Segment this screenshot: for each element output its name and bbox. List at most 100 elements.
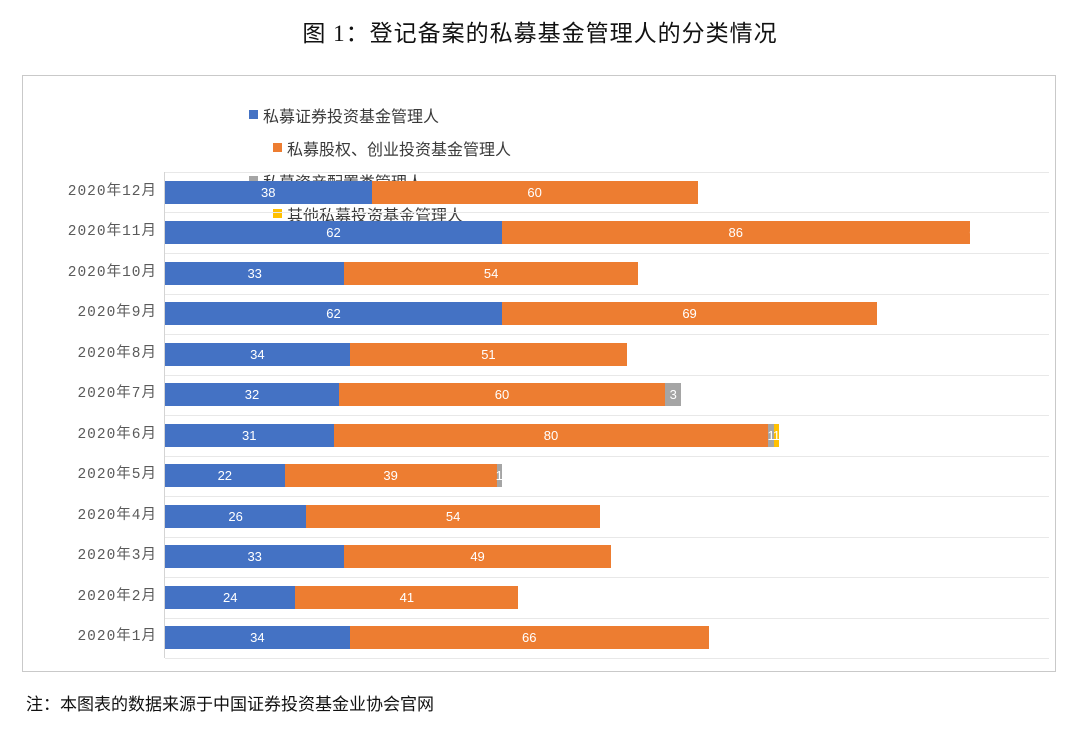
bar-segment-series2[interactable]: 54 (344, 261, 638, 285)
grid-line (165, 577, 1049, 578)
bar-value-label: 60 (527, 184, 542, 200)
legend-item-4[interactable]: 其他私募投资基金管理人 (203, 197, 623, 230)
bar-segment-series2[interactable]: 41 (295, 585, 519, 609)
grid-line (165, 617, 1049, 619)
bar-segment-series3[interactable]: 0 (969, 221, 976, 244)
bar-value-label: 0 (617, 549, 625, 565)
bar-value-label: 54 (445, 508, 461, 524)
bar-segment-series4[interactable]: 0 (884, 302, 891, 325)
legend-item-1[interactable]: 私募证券投资基金管理人 (203, 98, 599, 131)
bar-segment-series2[interactable]: 69 (502, 302, 878, 326)
page-title: 图 1：登记备案的私募基金管理人的分类情况 (302, 21, 778, 46)
bar-segment-series2[interactable]: 86 (502, 221, 970, 245)
bar-segment-series3[interactable]: 1 (767, 423, 775, 447)
bar-row[interactable]: 2020年7月 32 60 3 0 (77, 383, 1049, 407)
bar-segment-series3[interactable]: 0 (708, 626, 716, 649)
bar-segment-series2[interactable]: 51 (349, 342, 628, 366)
bar-segment-series4[interactable]: 0 (681, 383, 688, 406)
bar-segment-series2[interactable]: 66 (349, 626, 709, 650)
bar-row[interactable]: 2020年4月 26 54 0 0 (77, 504, 1049, 528)
bar-segment-series4[interactable]: 0 (715, 626, 722, 649)
bar-segment-series1[interactable]: 62 (165, 221, 503, 245)
bar-segment-series4[interactable]: 0 (705, 181, 712, 204)
bar-segment-series3[interactable]: 0 (518, 586, 525, 609)
bar-segment-series3[interactable]: 0 (611, 545, 618, 568)
category-label: 2020年2月 (77, 588, 157, 605)
bar-value-label: 49 (470, 549, 485, 565)
bar-segment-series4[interactable]: 0 (618, 545, 625, 568)
bar-segment-series4[interactable]: 1 (773, 423, 780, 447)
bar-segment-series2[interactable]: 39 (284, 464, 497, 488)
legend-swatch-icon (273, 143, 282, 152)
bar-value-label: 0 (606, 508, 614, 524)
bar-segment-series1[interactable]: 62 (165, 302, 503, 326)
bar-segment-series2[interactable]: 60 (371, 180, 698, 204)
bar-segment-series3[interactable]: 0 (698, 181, 705, 204)
bar-segment-series4[interactable]: 0 (502, 464, 509, 487)
bar-value-label: 31 (242, 427, 257, 443)
bar-value-label: 24 (222, 589, 238, 605)
bar-segment-series4[interactable]: 0 (645, 262, 652, 285)
bar-row[interactable]: 2020年11月 62 86 0 0 (68, 221, 1049, 245)
bar-row[interactable]: 2020年10月 33 54 0 0 (68, 261, 1049, 285)
bar-value-label: 0 (876, 306, 885, 322)
bar-segment-series4[interactable]: 0 (525, 586, 532, 609)
grid-line (165, 252, 1049, 254)
bar-segment-series1[interactable]: 26 (165, 504, 307, 528)
bar-value-label: 0 (633, 346, 642, 362)
bar-segment-series1[interactable]: 31 (165, 423, 334, 447)
bar-segment-series2[interactable]: 60 (338, 383, 666, 407)
bar-value-label: 66 (521, 630, 537, 646)
legend-item-2[interactable]: 私募股权、创业投资基金管理人 (203, 131, 623, 164)
bar-segment-series3[interactable]: 1 (495, 464, 503, 488)
bar-value-label: 1 (495, 468, 503, 484)
bar-value-label: 0 (708, 630, 716, 646)
bar-row[interactable]: 2020年1月 34 66 0 0 (77, 626, 1049, 650)
grid-line (165, 455, 1049, 457)
bar-row[interactable]: 2020年3月 33 49 0 0 (77, 545, 1049, 569)
bar-segment-series1[interactable]: 24 (165, 585, 296, 609)
bar-row[interactable]: 2020年2月 24 41 0 0 (77, 585, 1049, 609)
bar-segment-series4[interactable]: 0 (976, 221, 984, 244)
grid-line (165, 212, 1049, 214)
category-label: 2020年7月 (77, 386, 157, 403)
bar-segment-series1[interactable]: 34 (165, 626, 350, 650)
bar-value-label: 0 (525, 589, 533, 605)
bar-value-label: 0 (599, 508, 607, 524)
bar-row[interactable]: 2020年6月 31 80 1 1 (77, 423, 1049, 447)
bar-segment-series4[interactable]: 0 (634, 343, 641, 366)
category-label: 2020年1月 (77, 629, 157, 646)
bar-value-label: 33 (247, 265, 262, 281)
bar-segment-series3[interactable]: 3 (665, 383, 682, 407)
bar-segment-series1[interactable]: 33 (165, 261, 345, 285)
bar-segment-series1[interactable]: 22 (165, 464, 285, 488)
bar-segment-series1[interactable]: 34 (165, 342, 350, 366)
bar-value-label: 39 (383, 468, 398, 484)
grid-line (165, 495, 1049, 497)
gridlines (165, 172, 1049, 659)
chart-frame: 私募证券投资基金管理人私募股权、创业投资基金管理人私募资产配置类管理人其他私募投… (22, 75, 1056, 672)
bar-segment-series3[interactable]: 0 (627, 343, 634, 366)
bar-row[interactable]: 2020年5月 22 39 1 0 (77, 464, 1049, 488)
bar-row[interactable]: 2020年8月 34 51 0 0 (77, 342, 1049, 366)
bar-segment-series2[interactable]: 54 (306, 504, 600, 528)
bar-value-label: 0 (976, 225, 984, 241)
bar-segment-series3[interactable]: 0 (877, 302, 884, 325)
bar-value-label: 0 (644, 265, 653, 281)
bar-segment-series1[interactable]: 33 (165, 545, 345, 569)
bar-segment-series3[interactable]: 0 (600, 505, 607, 528)
bar-segment-series1[interactable]: 32 (165, 383, 339, 407)
bar-segment-series3[interactable]: 0 (638, 262, 645, 285)
bar-row[interactable]: 2020年12月 38 60 0 0 (68, 180, 1049, 204)
bar-segment-series4[interactable]: 0 (607, 505, 614, 528)
legend-label: 私募证券投资基金管理人 (263, 108, 440, 126)
bar-segment-series2[interactable]: 80 (333, 423, 769, 447)
bar-value-label: 62 (326, 225, 341, 241)
category-label: 2020年5月 (77, 467, 157, 484)
bar-row[interactable]: 2020年9月 62 69 0 0 (77, 302, 1049, 326)
bar-segment-series2[interactable]: 49 (344, 545, 611, 569)
category-label: 2020年11月 (67, 224, 157, 241)
bar-value-label: 0 (704, 184, 712, 200)
bar-segment-series1[interactable]: 38 (165, 180, 372, 204)
category-label: 2020年8月 (77, 345, 157, 362)
